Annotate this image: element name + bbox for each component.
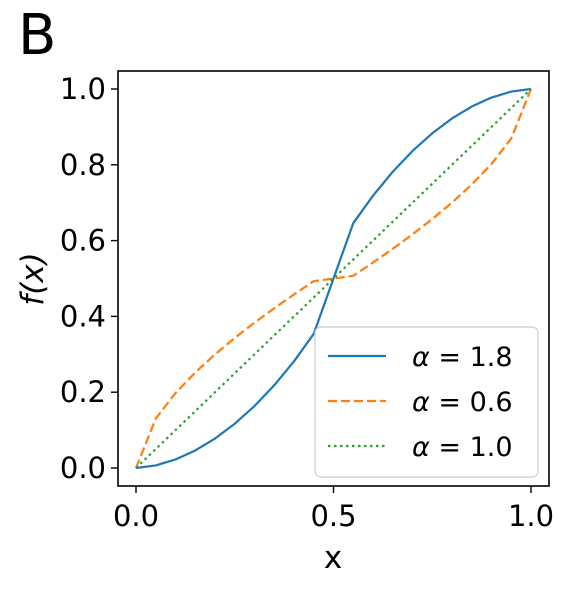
y-axis-label: f(x) <box>15 252 51 305</box>
x-tick-label: 0.0 <box>113 499 159 533</box>
x-tick-label: 0.5 <box>310 499 356 533</box>
series-layer <box>134 87 533 470</box>
plot-area: 0.0 0.5 1.0 0.0 0.2 0.4 0.6 0.8 1.0 <box>60 70 554 533</box>
y-axis: 0.0 0.2 0.4 0.6 0.8 1.0 <box>60 72 118 485</box>
legend-label-1: α = 1.8 <box>412 342 513 373</box>
y-tick-label: 0.4 <box>60 299 106 333</box>
series-line-3 <box>135 88 532 469</box>
y-tick-label: 0.6 <box>60 224 106 258</box>
panel-label: B <box>18 3 56 68</box>
series-line-1 <box>135 87 532 470</box>
x-tick-label: 1.0 <box>508 499 554 533</box>
x-axis-label: x <box>324 540 342 576</box>
legend-label-3: α = 1.0 <box>412 432 513 463</box>
y-tick-label: 0.8 <box>60 148 106 182</box>
y-tick-label: 0.2 <box>60 375 106 409</box>
y-tick-label: 1.0 <box>60 72 106 106</box>
legend: α = 1.8 α = 0.6 α = 1.0 <box>314 326 539 478</box>
series-line-2 <box>134 88 533 469</box>
x-axis: 0.0 0.5 1.0 <box>113 486 554 533</box>
legend-box <box>314 326 539 478</box>
legend-label-2: α = 0.6 <box>412 387 513 418</box>
y-tick-label: 0.0 <box>60 451 106 485</box>
